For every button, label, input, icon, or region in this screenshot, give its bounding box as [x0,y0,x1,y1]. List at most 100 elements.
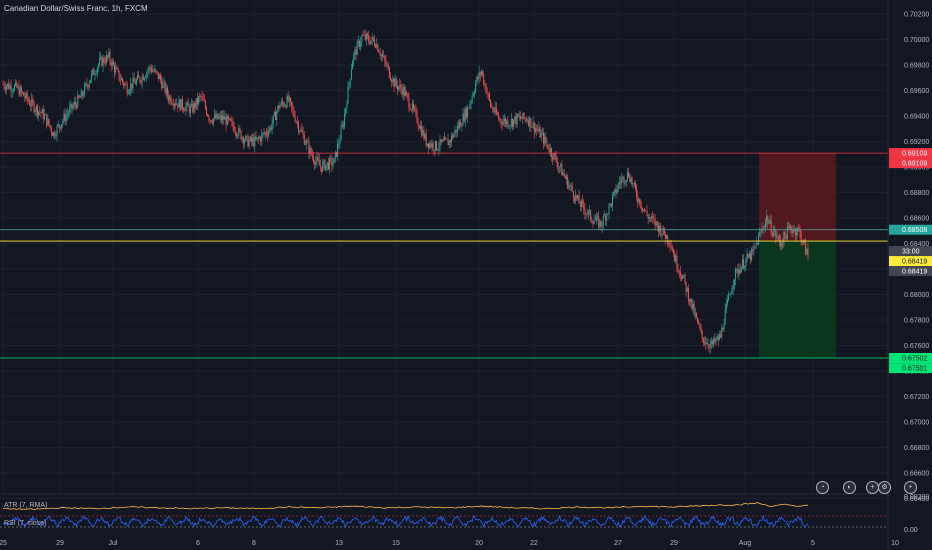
candle [187,102,189,107]
candle [609,203,611,205]
candle [268,130,270,136]
atr-tick-label: 0.00200 [904,494,929,501]
candle [608,204,610,214]
price-axis[interactable]: 0.70200 0.70000 0.69800 0.69600 0.69400 0.692… [904,12,929,535]
candle [571,185,573,192]
position-box[interactable] [759,153,836,359]
candle [254,136,256,147]
candle [96,68,98,74]
candle [797,228,799,233]
candle [207,114,209,117]
candle [314,161,316,165]
candle [645,210,647,212]
candle [184,110,186,112]
candle [580,200,582,207]
candle [740,267,742,273]
x-tick-label: 5 [811,540,815,547]
candle [717,336,719,341]
candle [119,79,121,81]
candle [540,132,542,138]
candle [677,268,679,272]
alert-icon[interactable]: ◔ [816,481,829,494]
candle [715,339,717,342]
y-tick-label: 0.69600 [904,88,929,95]
candle [758,235,760,245]
candle [469,103,471,109]
time-axis[interactable]: 25 29 Jul 6 8 13 15 20 22 27 29 Aug 5 10 [0,540,899,547]
settings-icon[interactable]: ⚙ [878,481,891,494]
candle [253,138,255,147]
candle [242,137,244,144]
candle [238,127,240,136]
candle [150,67,152,72]
candle [334,151,336,158]
candle [25,92,27,98]
candle [371,37,373,41]
candle [329,158,331,170]
candle [384,56,386,61]
gear-icon[interactable]: ◐ [843,481,856,494]
candle [607,213,609,215]
candle [720,334,722,338]
candle [513,119,515,127]
candle [613,192,615,197]
candle [93,69,95,76]
candle [53,132,55,136]
candle [593,220,595,224]
candle [463,113,465,122]
candle [319,165,321,168]
atr-label: ATR (7, RMA) [4,502,48,509]
add-icon[interactable]: + [866,481,879,494]
candle [537,129,539,131]
rsi-tick-label: 0.00 [904,527,918,534]
candle [120,78,122,81]
candle [192,104,194,112]
candle [617,183,619,190]
candle [676,255,678,269]
candle [631,178,633,185]
candle [430,143,432,147]
candle [73,102,75,106]
candle [556,161,558,168]
candle [74,102,76,105]
candle [501,122,503,125]
candle [506,120,508,125]
candle [796,232,797,235]
candle [291,101,293,107]
candle [154,69,156,72]
candle [599,220,601,228]
candle [710,341,712,344]
candle [669,243,671,247]
candle [46,114,48,126]
candle [602,215,604,226]
candle [65,115,67,122]
candle [760,231,762,233]
candle [671,247,673,252]
candle [380,54,382,56]
candle [88,83,90,88]
candle [31,98,33,106]
horizontal-lines[interactable] [0,152,888,359]
candle [193,103,195,112]
more-icon[interactable]: • [904,481,917,494]
candle [359,41,360,47]
candle [264,132,266,135]
candle [125,83,127,85]
price-label: 0.67502 [902,355,927,362]
candle [681,275,682,279]
x-tick-label: Jul [109,540,118,547]
candle [91,73,93,80]
candle [212,118,214,124]
price-label-box [889,266,932,277]
candle [37,105,38,116]
candle [102,57,104,66]
candle [630,178,632,182]
y-tick-label: 0.69800 [904,63,929,70]
candle [782,243,784,245]
candle [188,106,190,113]
candle [200,96,202,97]
candle [333,157,335,164]
candle [449,140,451,143]
candle [176,103,178,105]
